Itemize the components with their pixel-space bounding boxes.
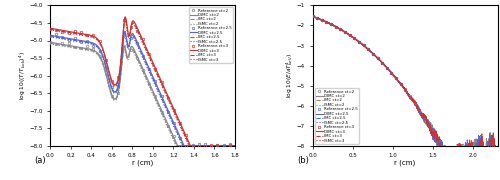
Y-axis label: log 10($(T/T_{bob})^4$): log 10($(T/T_{bob})^4$) [18, 51, 28, 100]
Text: (b): (b) [297, 156, 309, 165]
Legend: Reference ct=2, DIMC ct=2, IMC ct=2, ISMC ct=2, Reference ct=2.5, DIMC ct=2.5, I: Reference ct=2, DIMC ct=2, IMC ct=2, ISM… [188, 7, 233, 63]
Text: (a): (a) [34, 156, 46, 165]
Y-axis label: log 10($E/aT^4_{keV}$): log 10($E/aT^4_{keV}$) [284, 53, 296, 98]
Legend: Reference ct=2, DIMC ct=2, IMC ct=2, ISMC ct=2, Reference ct=2.5, DIMC ct=2.5, I: Reference ct=2, DIMC ct=2, IMC ct=2, ISM… [314, 88, 359, 144]
X-axis label: r (cm): r (cm) [394, 160, 415, 166]
X-axis label: r (cm): r (cm) [132, 160, 153, 166]
